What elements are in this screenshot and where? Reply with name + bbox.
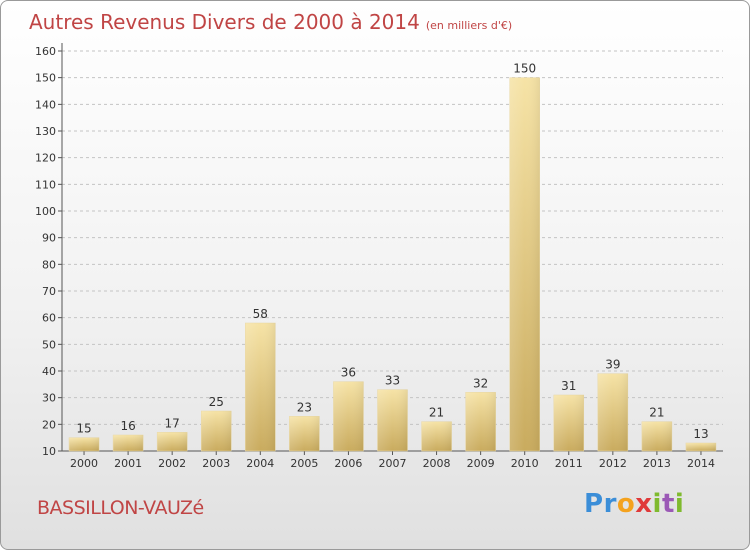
y-tick-label: 120 xyxy=(35,152,56,165)
bar-shade-2004 xyxy=(245,323,276,451)
label-layer: 10 20 30 40 50 60 70 80 90 100 110 120 130 140 150 160 1… xyxy=(35,45,715,470)
chart-title-text: Autres Revenus Divers de 2000 à 2014 xyxy=(29,10,420,34)
value-label-2004: 58 xyxy=(253,307,268,321)
x-tick-label-2014: 2014 xyxy=(687,457,715,470)
bar-shade-2011 xyxy=(553,395,584,451)
x-tick-label-2006: 2006 xyxy=(334,457,362,470)
bar-shade-2007 xyxy=(377,389,408,451)
bar-shade-2014 xyxy=(685,443,716,451)
bar-shade-2003 xyxy=(201,411,232,451)
value-label-2002: 17 xyxy=(165,416,180,430)
value-label-2012: 39 xyxy=(605,358,620,372)
x-tick-label-2007: 2007 xyxy=(379,457,407,470)
bar-shade-2010 xyxy=(509,77,540,452)
y-tick-label: 60 xyxy=(42,312,56,325)
value-label-2006: 36 xyxy=(341,366,356,380)
x-tick-label-2012: 2012 xyxy=(599,457,627,470)
bar-shade-2012 xyxy=(597,373,628,451)
y-tick-label: 160 xyxy=(35,45,56,58)
y-tick-label: 150 xyxy=(35,72,56,85)
value-label-2008: 21 xyxy=(429,406,444,420)
value-label-2011: 31 xyxy=(561,379,576,393)
y-tick-label: 140 xyxy=(35,98,56,111)
y-tick-label: 30 xyxy=(42,392,56,405)
value-label-2005: 23 xyxy=(297,400,312,414)
value-label-2013: 21 xyxy=(649,406,664,420)
bar-shade-2006 xyxy=(333,381,364,451)
x-tick-label-2008: 2008 xyxy=(423,457,451,470)
y-tick-label: 80 xyxy=(42,258,56,271)
value-label-2007: 33 xyxy=(385,374,400,388)
value-label-2003: 25 xyxy=(209,395,224,409)
value-label-2009: 32 xyxy=(473,376,488,390)
value-label-2014: 13 xyxy=(693,427,708,441)
grid-layer xyxy=(62,50,723,425)
y-tick-label: 10 xyxy=(42,445,56,458)
y-tick-label: 100 xyxy=(35,205,56,218)
bar-shade-2002 xyxy=(157,432,188,451)
x-tick-label-2009: 2009 xyxy=(467,457,495,470)
x-tick-label-2011: 2011 xyxy=(555,457,583,470)
value-label-2010: 150 xyxy=(513,62,536,76)
y-tick-label: 20 xyxy=(42,418,56,431)
bar-layer xyxy=(68,77,717,452)
y-tick-label: 50 xyxy=(42,338,56,351)
x-tick-label-2000: 2000 xyxy=(70,457,98,470)
value-label-2001: 16 xyxy=(120,419,135,433)
x-tick-label-2013: 2013 xyxy=(643,457,671,470)
x-tick-label-2002: 2002 xyxy=(158,457,186,470)
x-tick-label-2001: 2001 xyxy=(114,457,142,470)
x-tick-label-2005: 2005 xyxy=(290,457,318,470)
bar-shade-2008 xyxy=(421,421,452,451)
y-tick-label: 70 xyxy=(42,285,56,298)
bar-shade-2009 xyxy=(465,392,496,451)
x-tick-label-2003: 2003 xyxy=(202,457,230,470)
y-tick-label: 90 xyxy=(42,232,56,245)
y-tick-label: 110 xyxy=(35,178,56,191)
proxiti-logo: Proxiti xyxy=(584,489,685,519)
chart-subtitle: (en milliers d'€) xyxy=(425,19,513,32)
chart-title: Autres Revenus Divers de 2000 à 2014 (en … xyxy=(29,10,512,34)
y-tick-label: 40 xyxy=(42,365,56,378)
bar-shade-2013 xyxy=(641,421,672,451)
bar-shade-2001 xyxy=(113,435,144,451)
x-tick-label-2010: 2010 xyxy=(511,457,539,470)
bar-shade-2005 xyxy=(289,416,320,451)
bar-shade-2000 xyxy=(69,437,100,451)
location-name: BASSILLON-VAUZé xyxy=(37,497,204,519)
x-tick-label-2004: 2004 xyxy=(246,457,274,470)
y-tick-label: 130 xyxy=(35,125,56,138)
value-label-2000: 15 xyxy=(76,422,91,436)
